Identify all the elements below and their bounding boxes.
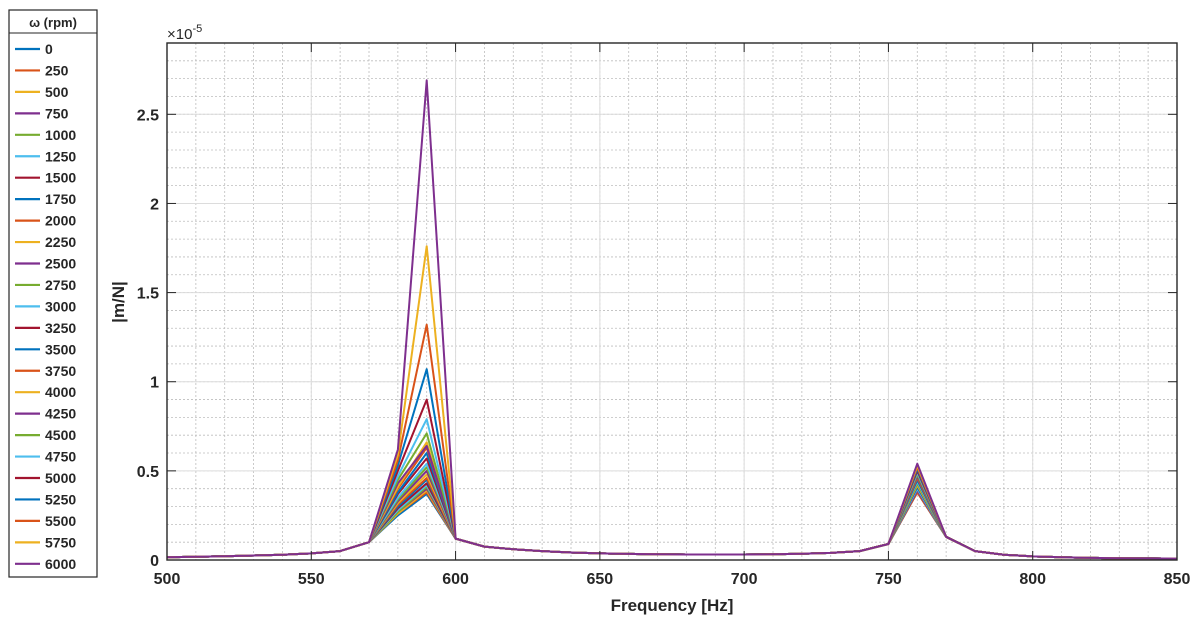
x-tick-label: 750: [875, 571, 902, 588]
legend-label: 2250: [45, 234, 76, 250]
y-axis-label: |m/N|: [109, 281, 128, 323]
legend-label: 1000: [45, 127, 76, 143]
series-line-4000: [166, 441, 1178, 560]
series-line-750: [166, 487, 1178, 560]
legend-label: 2000: [45, 213, 76, 229]
y-tick-label: 0: [150, 553, 159, 570]
legend-label: 3250: [45, 320, 76, 336]
legend-label: 1500: [45, 170, 76, 186]
legend-title: ω (rpm): [29, 15, 77, 30]
legend-label: 5750: [45, 534, 76, 550]
legend-label: 3500: [45, 341, 76, 357]
x-tick-label: 600: [442, 571, 469, 588]
series-line-2750: [166, 466, 1178, 560]
y-tick-label: 1: [150, 375, 159, 392]
legend-box: [8, 9, 98, 578]
series-line-5500: [166, 323, 1178, 560]
legend-label: 3000: [45, 298, 76, 314]
x-tick-label: 650: [587, 571, 614, 588]
legend-label: 1750: [45, 191, 76, 207]
legend-label: 3750: [45, 363, 76, 379]
series-layer: [166, 79, 1178, 560]
series-line-250: [166, 491, 1178, 560]
legend-label: 0: [45, 41, 53, 57]
legend-label: 4500: [45, 427, 76, 443]
x-tick-label: 850: [1164, 571, 1191, 588]
legend-label: 4000: [45, 384, 76, 400]
y-axis-exponent-power: -5: [192, 23, 202, 35]
series-line-4250: [166, 444, 1178, 560]
series-line-5250: [166, 368, 1178, 560]
tick-layer: 500 550 600 650 700 750 800 850 0 0.5 1 1.5 2 2.5: [137, 43, 1191, 588]
x-tick-label: 800: [1019, 571, 1046, 588]
series-line-1500: [166, 482, 1178, 560]
series-line-6000: [166, 79, 1178, 560]
y-axis-exponent: ×10-5: [167, 23, 202, 43]
x-tick-label: 500: [154, 571, 181, 588]
legend-label: 250: [45, 62, 69, 78]
x-tick-label: 700: [731, 571, 758, 588]
x-axis-label: Frequency [Hz]: [611, 596, 734, 615]
series-line-2000: [166, 477, 1178, 560]
series-line-1000: [166, 485, 1178, 560]
legend-label: 5000: [45, 470, 76, 486]
series-line-1750: [166, 478, 1178, 560]
series-line-3250: [166, 457, 1178, 560]
legend-label: 5500: [45, 513, 76, 529]
legend-label: 1250: [45, 148, 76, 164]
grid-layer: [166, 43, 1178, 561]
series-line-4500: [166, 432, 1178, 560]
y-tick-label: 2.5: [137, 107, 159, 124]
plot-frame: [166, 42, 1178, 561]
legend-label: 5250: [45, 491, 76, 507]
series-line-2250: [166, 473, 1178, 560]
series-line-5000: [166, 398, 1178, 560]
y-axis-exponent-base: ×10: [167, 26, 192, 43]
legend-label: 4750: [45, 449, 76, 465]
y-tick-label: 1.5: [137, 286, 159, 303]
legend-label: 6000: [45, 556, 76, 572]
series-line-1250: [166, 484, 1178, 560]
series-line-0: [166, 491, 1178, 560]
legend-label: 750: [45, 105, 69, 121]
legend-label: 500: [45, 84, 69, 100]
y-tick-label: 2: [150, 196, 159, 213]
series-line-3000: [166, 462, 1178, 560]
legend-entries: 0 250 500 750 1000 1250 1500 1750 2000 2250 2500 27…: [15, 41, 76, 572]
x-tick-label: 550: [298, 571, 325, 588]
series-line-2500: [166, 469, 1178, 560]
legend-label: 4250: [45, 406, 76, 422]
legend-label: 2750: [45, 277, 76, 293]
legend: ω (rpm) 0 250 500 750 1000 1250 1500 1750 2000 22…: [8, 9, 98, 578]
series-line-3500: [166, 452, 1178, 560]
y-tick-label: 0.5: [137, 464, 159, 481]
legend-label: 2500: [45, 256, 76, 272]
